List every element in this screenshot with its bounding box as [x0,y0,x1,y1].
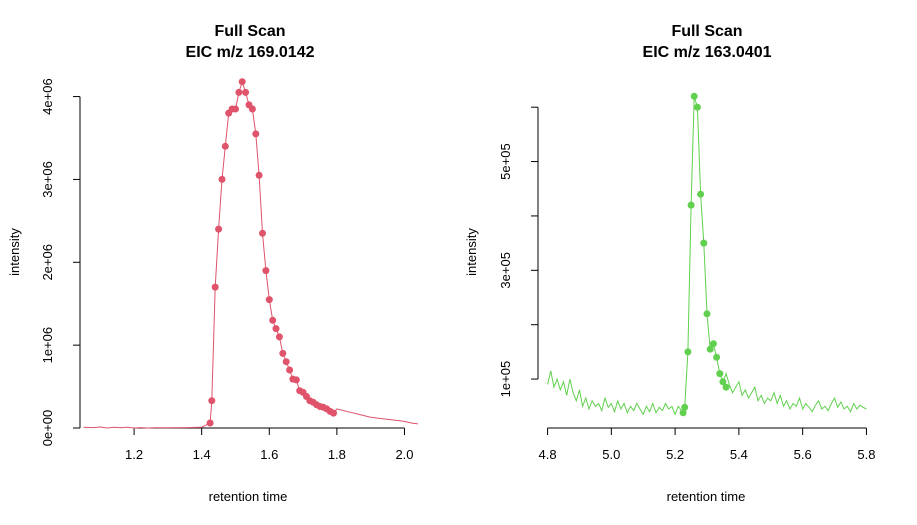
chart-left-ytick-label: 1e+06 [40,327,55,364]
chart-left-data-point [208,397,216,405]
chart-right-xtick-label: 5.2 [666,447,684,462]
chart-left-data-point [235,88,243,96]
chart-left: Full Scan EIC m/z 169.0142 1.2 1.4 1.6 1.8 2… [7,23,419,504]
chart-left-data-point [272,325,280,333]
chart-right-data-point [716,370,724,378]
chart-left-data-point [262,267,270,275]
chart-right-ytick-label: 1e+05 [498,361,513,398]
chart-right-data-point [687,201,695,209]
chart-right: Full Scan EIC m/z 163.0401 4.8 5.0 5.2 5.4 5… [464,23,875,504]
chart-left-data-point [286,366,294,374]
chart-left-data-point [265,296,273,304]
chart-left-data-point [218,175,226,183]
chart-left-data-point [259,229,266,237]
chart-left-data-point [252,130,260,138]
chart-right-data-point [679,409,687,417]
chart-right-data-point [706,345,714,353]
chart-left-xtick-label: 1.6 [260,447,278,462]
chart-right-data-point [713,353,721,361]
chart-left-data-point [238,78,246,86]
chart-right-xtick-label: 5.6 [794,447,812,462]
chart-right-data-point [719,378,727,386]
chart-left-xtick-label: 1.4 [193,447,211,462]
chart-left-points [206,78,337,427]
chart-left-subtitle: EIC m/z 169.0142 [186,44,315,61]
chart-left-data-point [292,376,300,384]
chart-right-data-point [697,190,705,198]
chart-left-data-point [269,316,277,324]
chart-left-data-point [282,358,290,366]
chart-left-ylabel: intensity [7,228,22,276]
chart-left-data-point [221,142,229,150]
chart-right-ylabel: intensity [464,228,479,276]
chart-right-yticks: 1e+05 3e+05 5e+05 [498,106,538,398]
chart-right-data-point [703,310,711,318]
chart-right-xtick-label: 5.8 [857,447,875,462]
chart-left-data-point [248,105,256,113]
chart-right-data-point [722,383,730,391]
chart-left-xlabel: retention time [209,489,288,504]
chart-left-data-point [242,88,250,96]
chart-right-points [679,92,730,417]
chart-right-data-point [690,92,698,100]
chart-right-data-point [693,103,701,111]
chart-left-data-point [232,105,239,113]
chart-right-xlabel: retention time [667,489,746,504]
chart-right-subtitle: EIC m/z 163.0401 [643,44,772,61]
chart-right-data-point [681,403,689,411]
chart-left-xticks: 1.2 1.4 1.6 1.8 2.0 [125,428,414,462]
chart-right-xtick-label: 4.8 [539,447,557,462]
chart-left-data-point [279,349,287,357]
chart-left-xtick-label: 1.2 [125,447,143,462]
chart-left-data-point [215,225,223,233]
chart-right-data-point [709,340,717,348]
chart-left-data-point [330,409,337,417]
chart-left-ytick-label: 2e+06 [40,244,55,281]
chart-right-title: Full Scan [671,23,742,40]
chart-right-xtick-label: 5.0 [602,447,620,462]
chart-left-series-line [83,80,419,429]
chart-left-data-point [211,283,219,291]
chart-right-series-line [547,96,867,416]
chart-left-xtick-label: 2.0 [395,447,413,462]
chart-left-xtick-label: 1.8 [328,447,346,462]
chart-right-ytick-label: 3e+05 [498,252,513,289]
chart-left-data-point [206,419,214,427]
chart-left-data-point [255,171,263,179]
chart-right-ytick-label: 5e+05 [498,143,513,180]
chart-right-data-point [700,239,708,247]
chart-left-title: Full Scan [214,23,285,40]
chart-right-xticks: 4.8 5.0 5.2 5.4 5.6 5.8 [539,428,875,462]
chart-right-xtick-label: 5.4 [730,447,748,462]
chart-left-yticks: 0e+00 1e+06 2e+06 3e+06 4e+06 [40,78,80,446]
chart-left-ytick-label: 3e+06 [40,161,55,198]
chart-left-data-point [275,333,283,341]
chart-left-ytick-label: 4e+06 [40,78,55,115]
chart-right-data-point [684,348,692,356]
chart-left-ytick-label: 0e+00 [40,410,55,447]
